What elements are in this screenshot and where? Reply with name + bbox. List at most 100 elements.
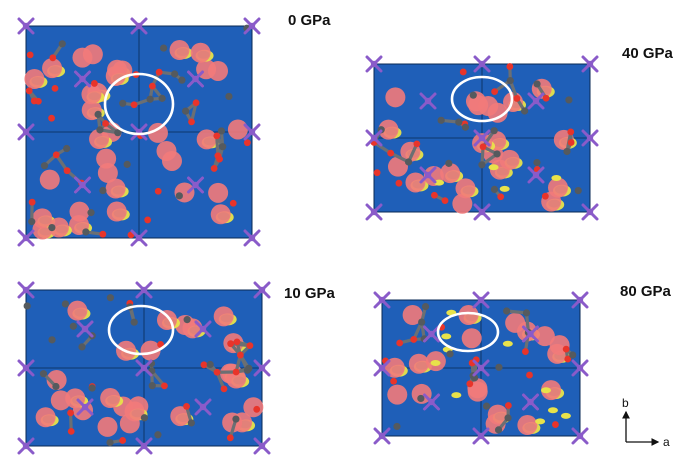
density-spot <box>441 333 452 340</box>
density-core <box>208 182 229 203</box>
carbon-atom <box>69 322 77 330</box>
carbon-atom <box>495 363 503 371</box>
carbon-atom <box>183 316 191 324</box>
metal-atom <box>130 17 148 35</box>
carbon-atom <box>123 160 131 168</box>
density-core <box>100 388 121 409</box>
pressure-label-80gpa: 80 GPa <box>620 283 671 300</box>
carbon-atom <box>565 96 573 104</box>
density-core <box>174 182 195 203</box>
highlight-ring <box>107 304 175 356</box>
metal-core <box>378 364 386 372</box>
metal-core <box>576 364 584 372</box>
density-core <box>35 407 56 428</box>
carbon-atom <box>445 159 453 167</box>
density-core <box>67 300 88 321</box>
oxygen-atom <box>63 167 71 175</box>
carbon-atom <box>494 426 503 434</box>
pressure-label-0gpa: 0 GPa <box>288 12 331 29</box>
density-core <box>81 84 102 105</box>
density-core <box>32 208 53 229</box>
metal-atom <box>76 320 94 338</box>
oxygen-atom <box>130 101 138 109</box>
carbon-atom <box>503 307 511 315</box>
density-core <box>402 304 423 325</box>
metal-core <box>248 234 256 242</box>
metal-atom <box>253 281 271 299</box>
density-core <box>169 40 190 61</box>
density-spot <box>541 387 552 394</box>
metal-core <box>248 22 256 30</box>
density-spot <box>451 392 462 399</box>
metal-core <box>428 330 435 338</box>
metal-core <box>477 296 485 304</box>
metal-atom <box>365 203 383 221</box>
carbon-atom <box>52 382 60 391</box>
oxygen-atom <box>441 197 449 205</box>
density-core <box>461 328 482 349</box>
carbon-atom <box>94 110 102 118</box>
density-core <box>440 163 461 184</box>
metal-atom <box>74 176 91 194</box>
metal-core <box>258 364 266 372</box>
metal-atom <box>365 129 383 147</box>
carbon-atom <box>232 415 240 423</box>
carbon-atom <box>563 147 571 156</box>
metal-core <box>576 432 584 440</box>
metal-atom <box>187 70 204 88</box>
oxygen-atom <box>226 434 234 442</box>
panel-0gpa <box>14 14 264 250</box>
oxygen-atom <box>229 199 237 207</box>
carbon-atom <box>82 228 90 236</box>
carbon-atom <box>225 92 233 101</box>
metal-core <box>22 364 30 372</box>
metal-atom <box>472 359 490 377</box>
metal-core <box>192 181 199 189</box>
density-core <box>89 129 110 150</box>
carbon-atom <box>469 91 477 99</box>
metal-atom <box>419 92 437 110</box>
oxygen-atom <box>144 216 152 224</box>
metal-atom <box>365 55 383 73</box>
metal-atom <box>74 70 91 88</box>
metal-atom <box>135 437 153 455</box>
carbon-atom <box>455 118 463 126</box>
carbon-atom <box>154 431 162 439</box>
oxygen-atom <box>34 97 42 105</box>
oxygen-atom <box>396 339 404 347</box>
metal-core <box>22 442 30 450</box>
density-core <box>452 193 473 214</box>
metal-core <box>428 398 435 406</box>
metal-core <box>81 403 89 411</box>
carbon-atom <box>393 422 401 431</box>
carbon-atom <box>106 294 115 302</box>
axis-indicator <box>622 410 660 446</box>
oxygen-atom <box>253 405 261 413</box>
oxygen-atom <box>567 128 575 136</box>
oxygen-atom <box>430 191 438 199</box>
density-core <box>124 401 145 422</box>
metal-atom <box>130 229 148 247</box>
carbon-atom <box>158 94 166 102</box>
density-spot <box>535 418 546 425</box>
carbon-atom <box>206 360 214 369</box>
oxygen-atom <box>552 421 559 428</box>
oxygen-atom <box>188 118 195 126</box>
density-core <box>384 357 405 378</box>
metal-core <box>140 442 148 450</box>
carbon-atom <box>148 382 156 390</box>
panel-80gpa <box>370 288 592 448</box>
density-spot <box>488 164 499 171</box>
metal-atom <box>473 129 491 147</box>
pressure-label-40gpa: 40 GPa <box>622 45 673 62</box>
metal-atom <box>243 17 261 35</box>
metal-atom <box>373 359 391 377</box>
carbon-atom <box>146 95 154 103</box>
metal-atom <box>243 123 261 141</box>
metal-core <box>140 364 148 372</box>
metal-atom <box>522 393 539 411</box>
crystal-map-0gpa <box>17 17 261 247</box>
metal-atom <box>17 359 35 377</box>
density-core <box>105 65 126 86</box>
oxygen-atom <box>102 120 109 127</box>
